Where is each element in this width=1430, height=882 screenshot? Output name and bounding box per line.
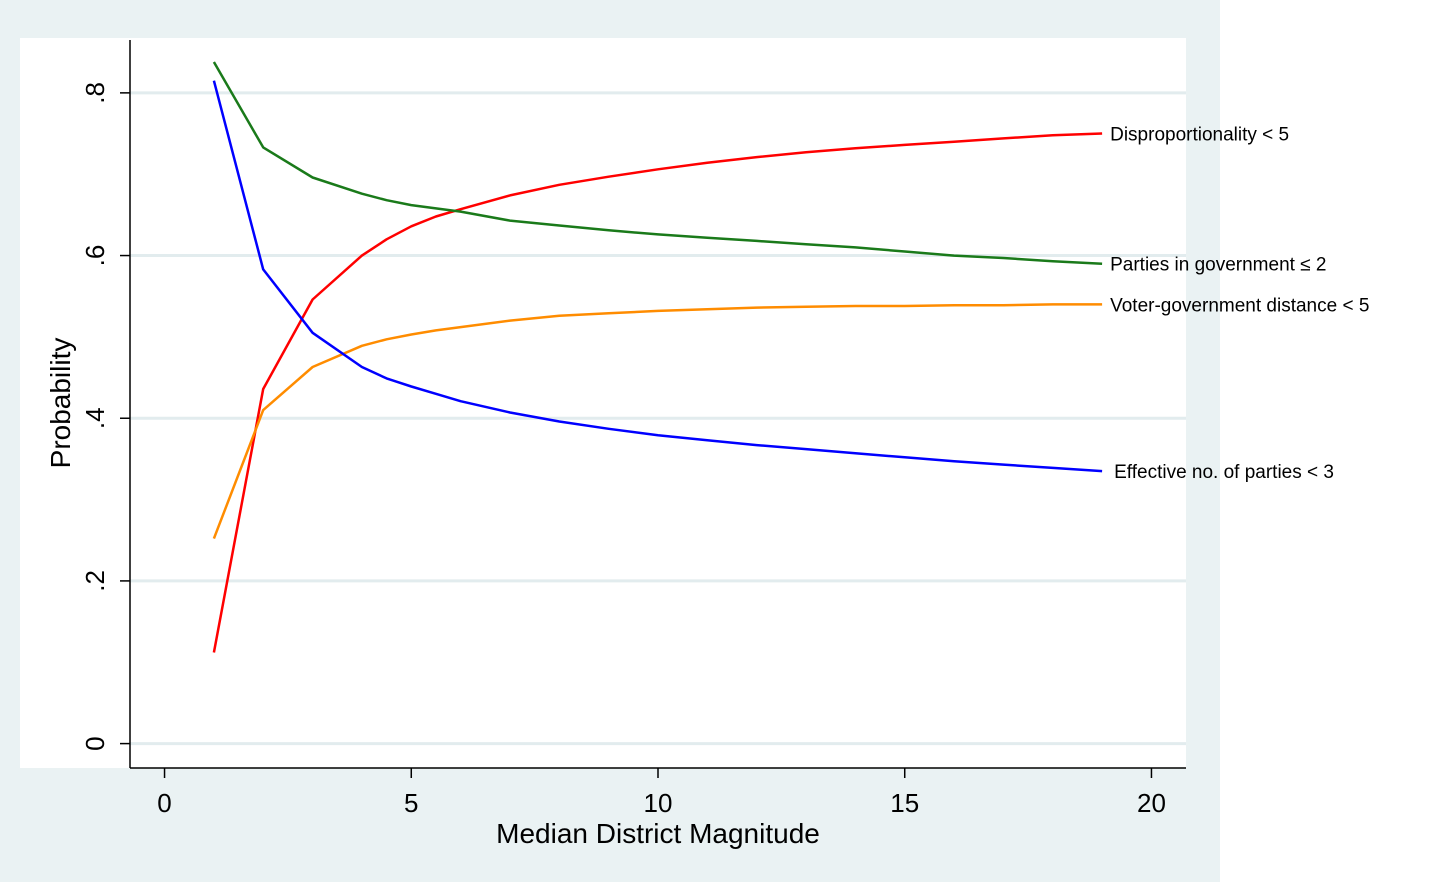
x-tick-label: 20 (1137, 788, 1166, 818)
plot-background (20, 38, 1186, 768)
y-tick-label: 0 (80, 736, 110, 750)
gridlines (130, 91, 1186, 746)
x-axis-title: Median District Magnitude (496, 818, 820, 849)
series-label: Parties in government ≤ 2 (1110, 255, 1326, 276)
x-tick-label: 0 (157, 788, 171, 818)
x-tick-label: 15 (890, 788, 919, 818)
series-lines (212, 61, 1103, 653)
y-tick-label: .2 (80, 570, 110, 592)
series-line (212, 303, 1103, 540)
series-label: Disproportionality < 5 (1110, 125, 1289, 146)
y-tick-label: .8 (80, 82, 110, 104)
series-label: Voter-government distance < 5 (1110, 295, 1369, 316)
series-line (212, 61, 1103, 265)
series-label: Effective no. of parties < 3 (1114, 462, 1334, 483)
axis-ticks: 0 .2 .4 .6 .8 0 5 10 15 20 (80, 82, 1166, 818)
series-line (212, 80, 1103, 473)
series-line (212, 132, 1103, 653)
x-tick-label: 5 (404, 788, 418, 818)
series-labels: Disproportionality < 5 Parties in governm… (1110, 125, 1369, 484)
y-tick-label: .6 (80, 245, 110, 267)
y-tick-label: .4 (80, 407, 110, 429)
x-tick-label: 10 (644, 788, 673, 818)
y-axis-title: Probability (45, 338, 76, 469)
